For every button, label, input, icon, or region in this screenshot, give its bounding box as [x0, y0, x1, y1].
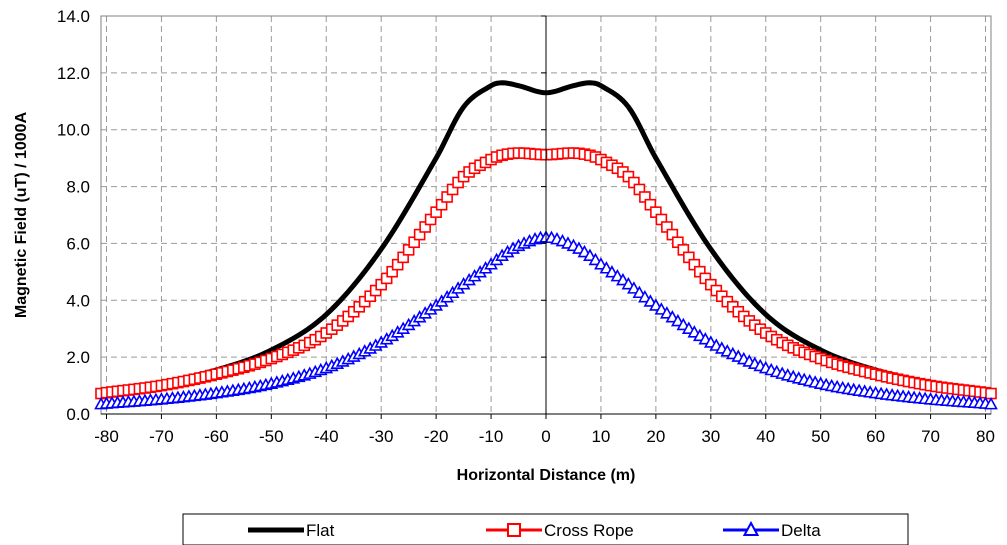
x-tick-label: -70 — [149, 427, 174, 446]
y-tick-label: 8.0 — [66, 178, 90, 197]
x-tick-label: 40 — [756, 427, 775, 446]
x-tick-label: 70 — [921, 427, 940, 446]
x-tick-label: -50 — [259, 427, 284, 446]
legend: Flat Cross Rope Delta — [182, 513, 909, 545]
legend-marker — [742, 520, 760, 536]
tick-labels: -80 -70 -60 -50 -40 -30 -20 -10 0 10 20 30 40 50 60 70 8… — [57, 7, 995, 446]
y-axis-title: Magnetic Field (uT) / 1000A — [13, 111, 30, 318]
x-axis-title: Horizontal Distance (m) — [457, 467, 636, 484]
x-tick-label: -10 — [479, 427, 504, 446]
x-tick-label: 0 — [541, 427, 550, 446]
x-tick-label: -60 — [204, 427, 229, 446]
y-tick-label: 6.0 — [66, 234, 90, 253]
legend-marker — [507, 523, 521, 537]
data-point — [627, 281, 641, 294]
data-point — [588, 252, 603, 266]
x-tick-label: 20 — [646, 427, 665, 446]
data-point — [632, 285, 647, 299]
x-tick-label: -20 — [424, 427, 449, 446]
data-point — [583, 248, 597, 262]
y-tick-label: 2.0 — [66, 348, 90, 367]
data-point — [984, 396, 998, 410]
x-tick-label: -30 — [369, 427, 394, 446]
series-layer — [94, 80, 998, 410]
y-tick-label: 10.0 — [57, 121, 90, 140]
legend-label: Delta — [781, 521, 821, 540]
y-tick-label: 14.0 — [57, 7, 90, 26]
axes — [101, 15, 991, 419]
x-tick-label: 50 — [811, 427, 830, 446]
x-tick-label: 10 — [591, 427, 610, 446]
legend-item: Delta — [723, 520, 821, 540]
x-tick-label: -80 — [94, 427, 119, 446]
data-point — [638, 289, 652, 303]
x-tick-label: 60 — [866, 427, 885, 446]
x-tick-label: 30 — [701, 427, 720, 446]
y-tick-label: 12.0 — [57, 64, 90, 83]
legend-label: Flat — [306, 521, 335, 540]
legend-item: Cross Rope — [486, 521, 634, 540]
x-tick-label: -40 — [314, 427, 339, 446]
series-cross-rope — [95, 147, 997, 400]
data-point — [621, 276, 636, 290]
x-tick-label: 80 — [976, 427, 995, 446]
legend-label: Cross Rope — [544, 521, 634, 540]
legend-item: Flat — [248, 521, 335, 540]
y-tick-label: 4.0 — [66, 291, 90, 310]
y-tick-label: 0.0 — [66, 405, 90, 424]
